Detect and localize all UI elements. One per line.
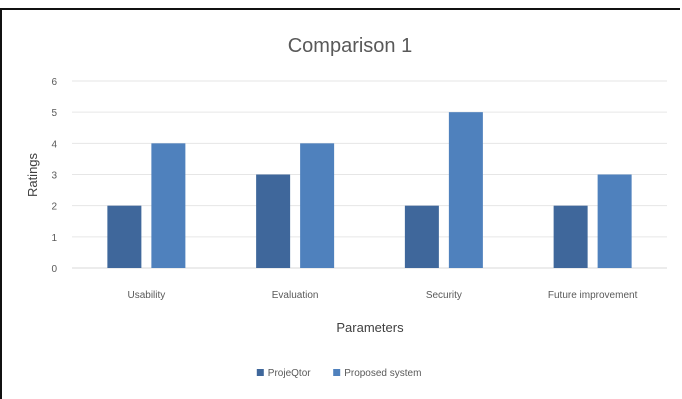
x-tick-label: Security bbox=[426, 290, 462, 301]
bar bbox=[256, 174, 291, 268]
chart-title: Comparison 1 bbox=[288, 35, 413, 57]
bar bbox=[151, 143, 186, 268]
bar bbox=[448, 112, 483, 269]
x-axis-title: Parameters bbox=[336, 320, 404, 335]
legend-label: Proposed system bbox=[344, 368, 421, 379]
y-tick-label: 2 bbox=[51, 202, 57, 213]
x-tick-label: Future improvement bbox=[548, 290, 638, 301]
x-tick-label: Evaluation bbox=[272, 290, 319, 301]
x-tick-label: Usability bbox=[127, 290, 165, 301]
x-ticks: Usability Evaluation Security Future improv… bbox=[127, 290, 637, 301]
bar bbox=[597, 174, 632, 268]
bar bbox=[107, 205, 142, 268]
y-tick-label: 0 bbox=[51, 264, 57, 275]
legend-swatch bbox=[256, 369, 264, 376]
legend-swatch bbox=[333, 369, 341, 376]
y-tick-label: 3 bbox=[51, 171, 57, 182]
bar bbox=[553, 205, 588, 268]
bar bbox=[300, 143, 335, 268]
legend: ProjeQtor Proposed system bbox=[256, 368, 421, 379]
chart-frame bbox=[0, 8, 680, 399]
y-tick-label: 5 bbox=[51, 108, 57, 119]
y-ticks: 0 1 2 3 4 5 6 bbox=[51, 77, 57, 275]
y-tick-label: 4 bbox=[51, 139, 57, 150]
bars bbox=[107, 112, 632, 269]
bar bbox=[404, 205, 439, 268]
y-axis-title: Ratings bbox=[25, 152, 40, 197]
y-tick-label: 6 bbox=[51, 77, 57, 88]
legend-label: ProjeQtor bbox=[268, 368, 311, 379]
y-tick-label: 1 bbox=[51, 233, 57, 244]
